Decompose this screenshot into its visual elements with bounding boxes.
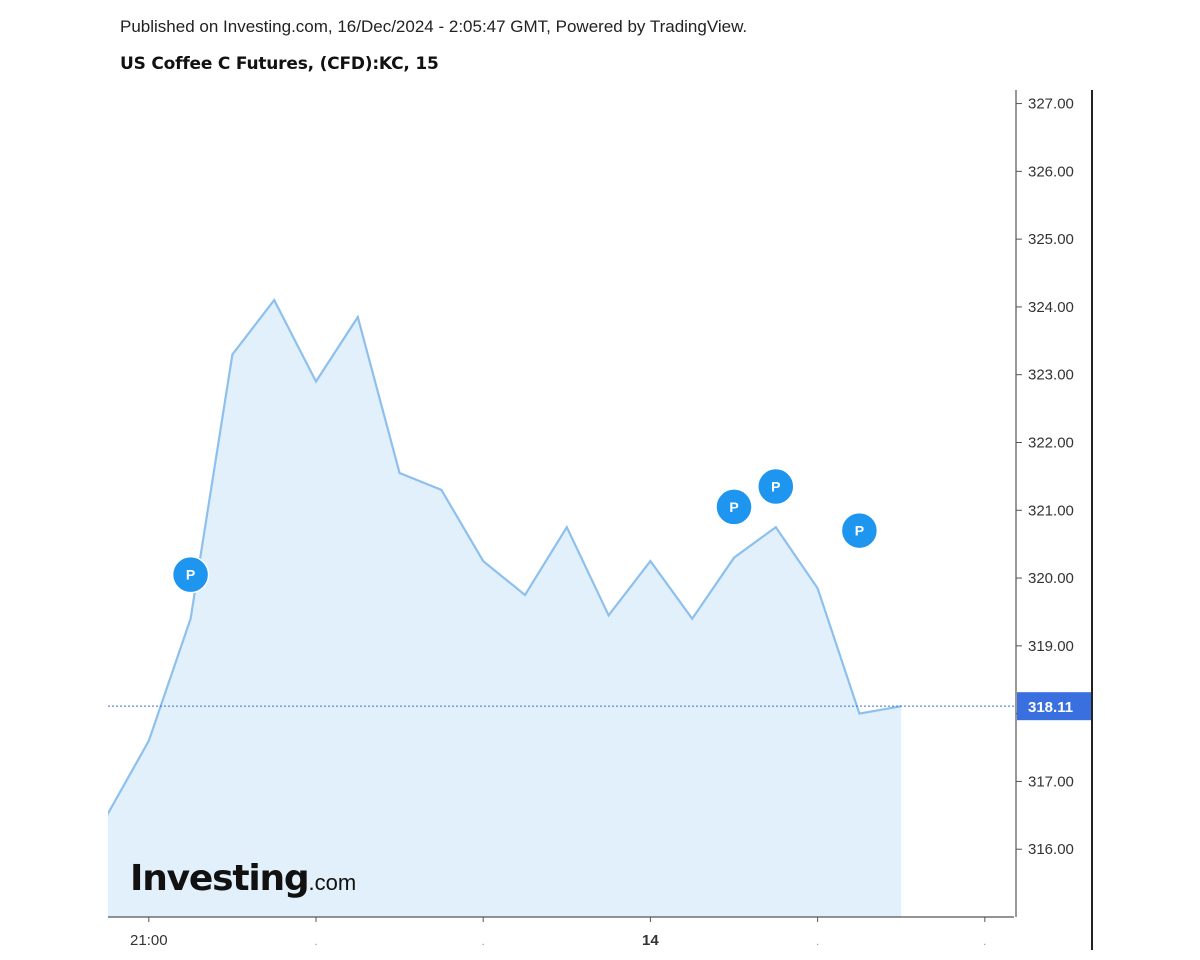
y-tick-label: 324.00 bbox=[1028, 299, 1074, 316]
event-marker-label: P bbox=[729, 499, 738, 515]
y-tick-label: 316.00 bbox=[1028, 841, 1074, 858]
event-marker-label: P bbox=[855, 523, 864, 539]
y-tick-label: 323.00 bbox=[1028, 367, 1074, 384]
event-marker bbox=[757, 467, 795, 506]
y-tick-label: 325.00 bbox=[1028, 231, 1074, 248]
event-marker bbox=[715, 488, 753, 526]
x-tick-label: 21:00 bbox=[130, 932, 168, 949]
price-area-fill bbox=[108, 300, 902, 917]
y-tick-label: 327.00 bbox=[1028, 96, 1074, 113]
x-tick-dot: . bbox=[482, 936, 485, 948]
y-tick-label: 320.00 bbox=[1028, 570, 1074, 587]
x-tick-dot: . bbox=[314, 936, 317, 948]
x-tick-dot: . bbox=[816, 936, 819, 948]
y-tick-label: 321.00 bbox=[1028, 502, 1074, 519]
current-price-badge bbox=[1017, 692, 1091, 721]
event-marker-label: P bbox=[771, 479, 780, 495]
event-marker-label: P bbox=[186, 567, 195, 583]
y-tick-label: 319.00 bbox=[1028, 638, 1074, 655]
x-tick-label: 14 bbox=[642, 932, 659, 949]
investing-logo: Investing.com bbox=[130, 858, 356, 899]
chart-title: US Coffee C Futures, (CFD):KC, 15 bbox=[120, 54, 439, 74]
logo-main: Investing bbox=[130, 858, 310, 899]
current-price-label: 318.11 bbox=[1028, 699, 1073, 716]
y-tick-label: 326.00 bbox=[1028, 163, 1074, 180]
published-note: Published on Investing.com, 16/Dec/2024 … bbox=[120, 17, 748, 36]
x-tick-dot: . bbox=[983, 936, 986, 948]
price-line bbox=[108, 298, 902, 816]
event-marker bbox=[840, 511, 879, 550]
logo-suffix: .com bbox=[308, 870, 357, 895]
y-tick-label: 317.00 bbox=[1028, 773, 1074, 790]
y-tick-label: 322.00 bbox=[1028, 434, 1074, 451]
event-marker bbox=[171, 555, 210, 594]
